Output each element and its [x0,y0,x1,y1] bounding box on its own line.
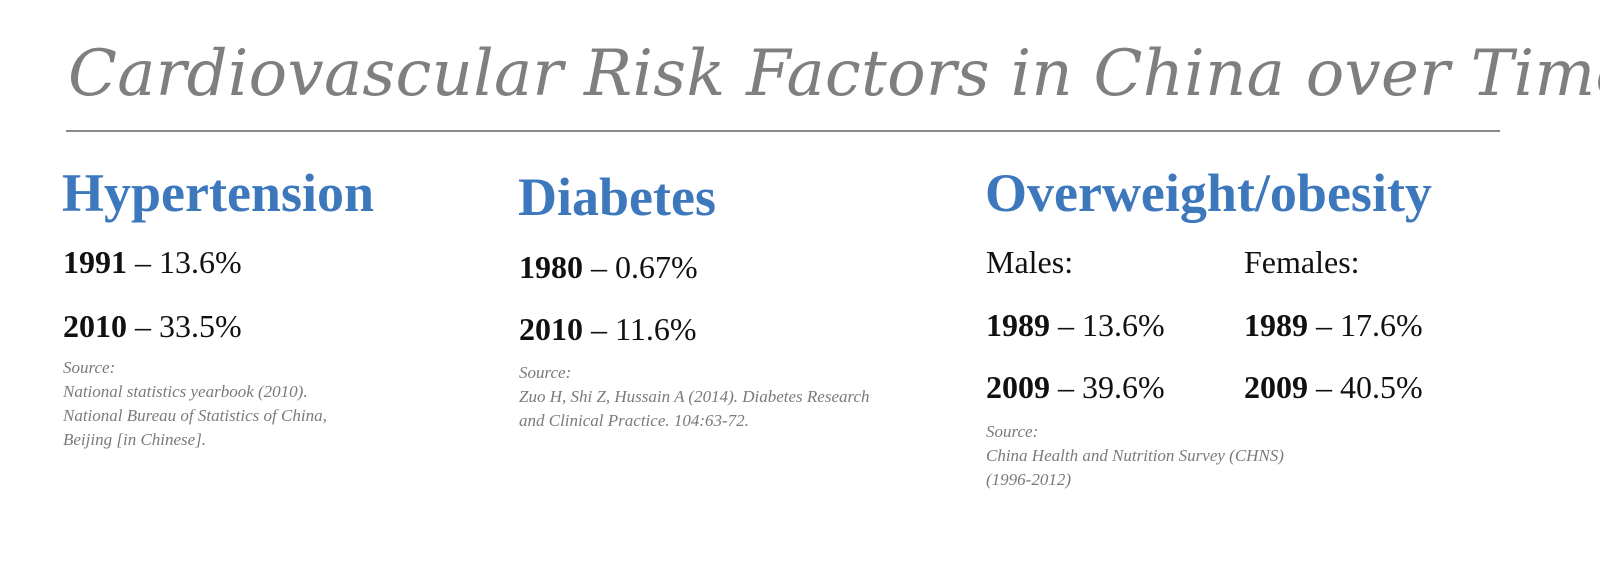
obesity-heading: Overweight/obesity [985,163,1432,223]
stat-year: 1991 [63,244,127,280]
hypertension-section: Hypertension [62,166,374,220]
stat-year: 2009 [986,369,1050,405]
diabetes-source: Source: Zuo H, Shi Z, Hussain A (2014). … [519,361,870,433]
source-label: Source: [519,363,572,382]
females-stat-1989: 1989 – 17.6% [1244,309,1423,341]
males-label: Males: [986,244,1074,280]
source-line: Beijing [in Chinese]. [63,430,207,449]
females-stat-2009: 2009 – 40.5% [1244,371,1423,403]
title-divider [66,130,1500,132]
source-line: National Bureau of Statistics of China, [63,406,327,425]
stat-year: 2009 [1244,369,1308,405]
hypertension-stat-2010: 2010 – 33.5% [63,310,242,342]
stat-year: 2010 [519,311,583,347]
females-label: Females: [1244,244,1360,280]
obesity-section: Overweight/obesity [985,166,1432,220]
source-line: National statistics yearbook (2010). [63,382,308,401]
males-stat-1989: 1989 – 13.6% [986,309,1165,341]
stat-value: – 13.6% [127,244,242,280]
page-title: Cardiovascular Risk Factors in China ove… [68,37,1600,111]
hypertension-source: Source: National statistics yearbook (20… [63,356,327,452]
stat-year: 1980 [519,249,583,285]
obesity-source: Source: China Health and Nutrition Surve… [986,420,1284,492]
stat-value: – 0.67% [583,249,698,285]
stat-year: 2010 [63,308,127,344]
stat-value: – 11.6% [583,311,697,347]
stat-value: – 40.5% [1308,369,1423,405]
diabetes-heading: Diabetes [518,167,716,227]
stat-year: 1989 [986,307,1050,343]
stat-value: – 17.6% [1308,307,1423,343]
source-line: China Health and Nutrition Survey (CHNS) [986,446,1284,465]
source-line: Zuo H, Shi Z, Hussain A (2014). Diabetes… [519,387,870,406]
hypertension-stat-1991: 1991 – 13.6% [63,246,242,278]
stat-value: – 13.6% [1050,307,1165,343]
males-stat-2009: 2009 – 39.6% [986,371,1165,403]
diabetes-section: Diabetes [518,170,716,224]
source-line: and Clinical Practice. 104:63-72. [519,411,749,430]
hypertension-heading: Hypertension [62,163,375,223]
source-label: Source: [63,358,116,377]
stat-value: – 39.6% [1050,369,1165,405]
diabetes-stat-2010: 2010 – 11.6% [519,313,696,345]
diabetes-stat-1980: 1980 – 0.67% [519,251,698,283]
stat-year: 1989 [1244,307,1308,343]
stat-value: – 33.5% [127,308,242,344]
source-label: Source: [986,422,1039,441]
source-line: (1996-2012) [986,470,1071,489]
